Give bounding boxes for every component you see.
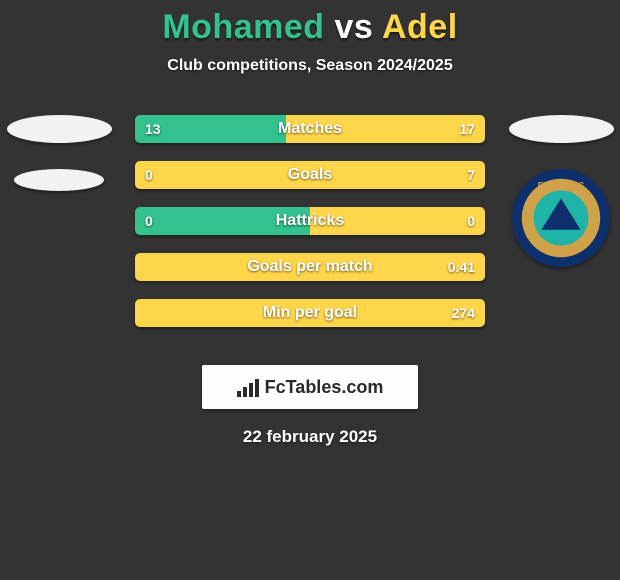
player1-name: Mohamed — [162, 8, 324, 46]
player2-name: Adel — [382, 8, 458, 46]
svg-text:PYRAMIDS: PYRAMIDS — [538, 181, 585, 191]
player1-avatar — [7, 115, 112, 143]
player2-club-logo: PYRAMIDS — [512, 169, 610, 267]
stat-row: 0.41Goals per match — [135, 253, 485, 281]
stat-label: Min per goal — [135, 299, 485, 327]
player1-slot — [4, 115, 114, 217]
stat-row: 1317Matches — [135, 115, 485, 143]
bars-icon — [237, 377, 259, 397]
branding-text: FcTables.com — [265, 377, 384, 398]
stat-row: 07Goals — [135, 161, 485, 189]
date-text: 22 february 2025 — [0, 427, 620, 447]
stat-label: Goals — [135, 161, 485, 189]
stat-row: 00Hattricks — [135, 207, 485, 235]
stat-label: Hattricks — [135, 207, 485, 235]
subtitle: Club competitions, Season 2024/2025 — [0, 57, 620, 75]
stat-label: Goals per match — [135, 253, 485, 281]
stats-stage: PYRAMIDS 1317Matches 07Goals 00Hattricks 0.… — [0, 115, 620, 365]
stat-row: 274Min per goal — [135, 299, 485, 327]
pyramids-logo-icon: PYRAMIDS — [512, 169, 610, 267]
branding-badge: FcTables.com — [202, 365, 418, 409]
footer: FcTables.com 22 february 2025 — [0, 365, 620, 447]
player2-avatar — [509, 115, 614, 143]
comparison-card: Mohamed vs Adel Club competitions, Seaso… — [0, 0, 620, 447]
player1-club-logo — [14, 169, 104, 191]
player2-slot: PYRAMIDS — [506, 115, 616, 267]
stats-bars: 1317Matches 07Goals 00Hattricks 0.41Goals p… — [135, 115, 485, 345]
stat-label: Matches — [135, 115, 485, 143]
headline: Mohamed vs Adel — [0, 8, 620, 47]
vs-text: vs — [334, 8, 373, 46]
